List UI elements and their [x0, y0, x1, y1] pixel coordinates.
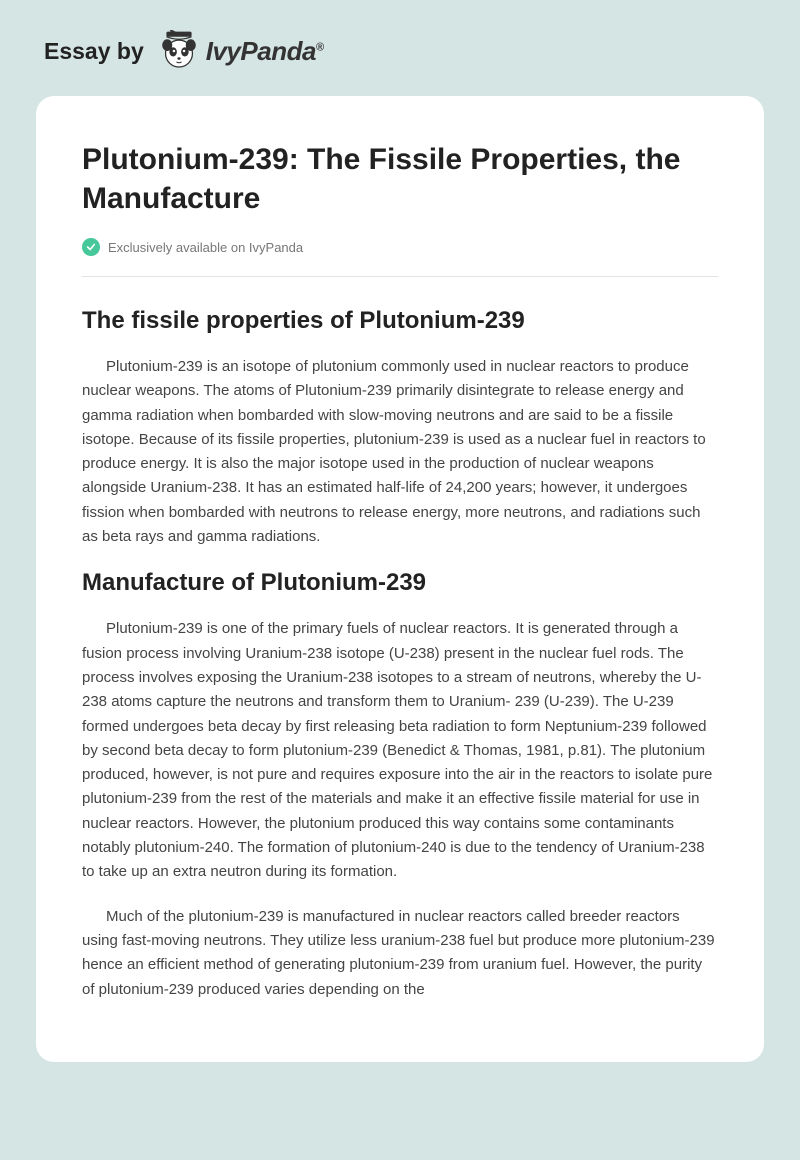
brand-logo: IvyPanda® [158, 30, 324, 72]
body-paragraph: Plutonium-239 is one of the primary fuel… [82, 617, 718, 884]
registered-mark: ® [316, 41, 324, 53]
section-heading: The fissile properties of Plutonium-239 [82, 307, 718, 335]
section-heading: Manufacture of Plutonium-239 [82, 569, 718, 597]
page-header: Essay by IvyPanda® [36, 30, 764, 72]
badge-text: Exclusively available on IvyPanda [108, 240, 303, 255]
essay-title: Plutonium-239: The Fissile Properties, t… [82, 140, 718, 218]
body-paragraph: Plutonium-239 is an isotope of plutonium… [82, 355, 718, 549]
essay-card: Plutonium-239: The Fissile Properties, t… [36, 96, 764, 1062]
body-paragraph: Much of the plutonium-239 is manufacture… [82, 905, 718, 1002]
brand-name: IvyPanda® [206, 36, 324, 67]
essay-by-label: Essay by [44, 38, 144, 65]
panda-icon [158, 30, 200, 72]
availability-badge: Exclusively available on IvyPanda [82, 238, 718, 277]
check-icon [82, 238, 100, 256]
